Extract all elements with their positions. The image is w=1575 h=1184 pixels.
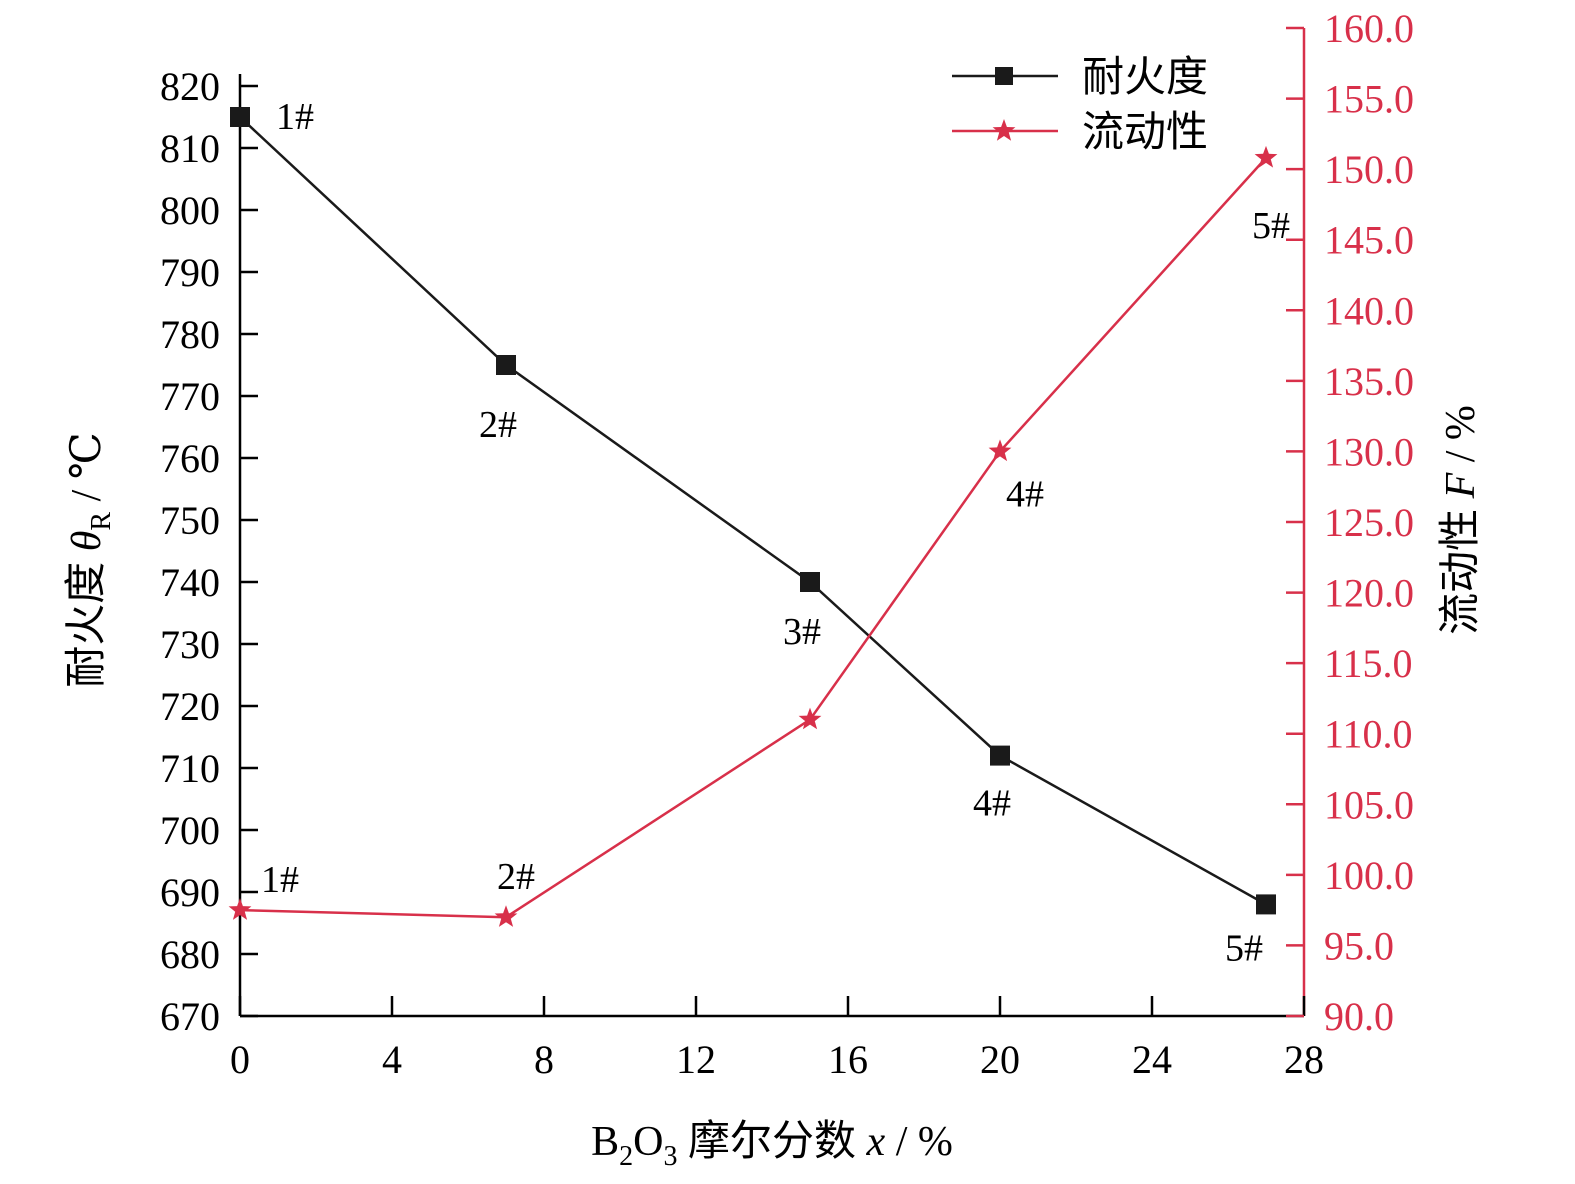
data-point-square xyxy=(230,107,250,127)
data-point-star xyxy=(988,439,1012,462)
legend-label-fluidity: 流动性 xyxy=(1082,110,1208,156)
y-right-tick-label: 140.0 xyxy=(1324,288,1414,333)
y-right-tick-label: 155.0 xyxy=(1324,77,1414,122)
y-right-tick-label: 150.0 xyxy=(1324,147,1414,192)
y-left-tick-label: 740 xyxy=(160,560,220,605)
y-left-tick-label: 800 xyxy=(160,188,220,233)
data-point-square xyxy=(990,745,1010,766)
point-label: 2# xyxy=(497,856,535,898)
y-left-tick-label: 690 xyxy=(160,870,220,915)
data-point-square xyxy=(1256,894,1276,915)
y-left-axis-title: 耐火度 θR / ℃ xyxy=(64,432,117,688)
x-tick-label: 28 xyxy=(1284,1037,1324,1082)
x-tick-label: 8 xyxy=(534,1037,554,1082)
y-right-tick-label: 90.0 xyxy=(1324,994,1394,1039)
legend-star-marker xyxy=(992,119,1016,141)
axes: 0 4 8 12 16 20 24 28 670 680 690 700 710 720 730 740 750… xyxy=(160,6,1414,1082)
series-line-fluidity xyxy=(239,157,1267,919)
y-right-tick-label: 120.0 xyxy=(1324,571,1414,616)
point-label: 4# xyxy=(973,783,1011,825)
point-label: 5# xyxy=(1225,927,1263,969)
x-tick-label: 24 xyxy=(1132,1037,1172,1082)
y-right-tick-label: 145.0 xyxy=(1324,218,1414,263)
y-left-tick-label: 760 xyxy=(160,436,220,481)
x-tick-label: 12 xyxy=(676,1037,716,1082)
data-point-star xyxy=(494,905,518,927)
y-right-tick-label: 105.0 xyxy=(1324,782,1414,827)
y-right-tick-label: 100.0 xyxy=(1324,853,1414,898)
point-label: 2# xyxy=(479,404,517,446)
y-right-tick-label: 115.0 xyxy=(1324,641,1413,686)
y-left-tick-label: 680 xyxy=(160,932,220,977)
legend: 耐火度 流动性 xyxy=(952,55,1208,156)
data-point-square xyxy=(800,572,820,592)
y-left-tick-label: 670 xyxy=(160,994,220,1039)
x-tick-label: 0 xyxy=(230,1037,250,1082)
x-tick-label: 4 xyxy=(382,1037,402,1082)
data-point-star xyxy=(228,898,252,920)
point-label: 1# xyxy=(276,96,314,138)
y-left-tick-label: 750 xyxy=(160,498,220,543)
point-label: 1# xyxy=(261,859,299,901)
y-left-tick-label: 710 xyxy=(160,746,220,791)
y-right-tick-label: 135.0 xyxy=(1324,359,1414,404)
x-tick-label: 20 xyxy=(980,1037,1020,1082)
legend-square-marker xyxy=(995,67,1013,85)
y-right-tick-label: 110.0 xyxy=(1324,712,1413,757)
y-left-tick-label: 720 xyxy=(160,684,220,729)
x-tick-label: 16 xyxy=(828,1037,868,1082)
data-point-star xyxy=(1254,145,1278,168)
y-right-tick-label: 125.0 xyxy=(1324,500,1414,545)
y-left-tick-label: 810 xyxy=(160,126,220,171)
series-layer xyxy=(228,107,1278,927)
y-right-tick-label: 95.0 xyxy=(1324,923,1394,968)
point-label: 5# xyxy=(1252,205,1290,247)
legend-label-refractoriness: 耐火度 xyxy=(1082,55,1208,101)
point-labels: 1# 2# 3# 4# 5# 1# 2# 4# 5# xyxy=(261,96,1290,969)
y-left-tick-label: 790 xyxy=(160,250,220,295)
y-right-axis-title: 流动性 F / % xyxy=(1438,405,1484,635)
y-left-tick-label: 780 xyxy=(160,312,220,357)
y-left-tick-label: 820 xyxy=(160,64,220,109)
data-point-star xyxy=(798,707,822,730)
y-right-tick-label: 160.0 xyxy=(1324,6,1414,51)
y-left-tick-label: 730 xyxy=(160,622,220,667)
data-point-square xyxy=(496,355,516,375)
point-label: 4# xyxy=(1006,473,1044,515)
x-axis-title: B2O3 摩尔分数 x / % xyxy=(591,1118,953,1172)
y-left-tick-label: 700 xyxy=(160,808,220,853)
y-left-tick-label: 770 xyxy=(160,374,220,419)
point-label: 3# xyxy=(783,611,821,653)
series-line-refractoriness xyxy=(239,116,1267,906)
y-right-tick-label: 130.0 xyxy=(1324,429,1414,474)
